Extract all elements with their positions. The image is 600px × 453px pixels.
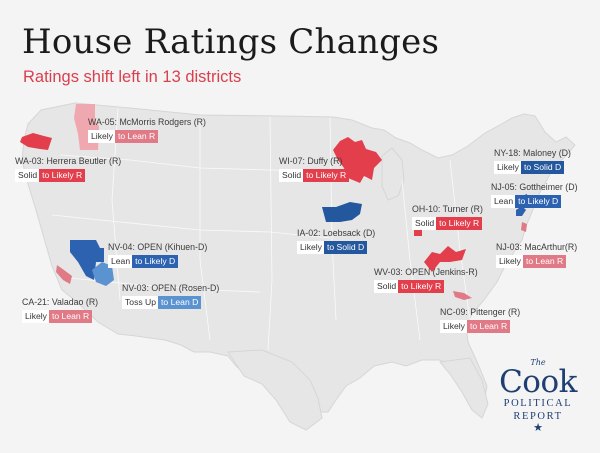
michigan-land	[381, 147, 405, 201]
texas-land	[227, 349, 323, 431]
label-wv-03: WV-03: OPEN (Jenkins-R) Solid to Likely R	[374, 266, 478, 293]
district-name: NY-18: Maloney (D)	[494, 148, 571, 158]
page-subtitle: Ratings shift left in 13 districts	[23, 68, 242, 86]
district-name: WI-07: Duffy (R)	[279, 156, 343, 166]
district-nv-04[interactable]	[70, 240, 104, 280]
rating-change-badge: to Solid D	[520, 161, 565, 174]
rating-change-badge: to Lean R	[522, 255, 567, 268]
district-name: WA-05: McMorris Rodgers (R)	[88, 117, 206, 127]
star-icon: ★	[533, 422, 543, 434]
rating-change-badge: to Likely D	[132, 255, 179, 268]
district-name: NC-09: Pittenger (R)	[440, 307, 521, 317]
logo-report: REPORT	[513, 411, 563, 422]
district-nj-03[interactable]	[521, 222, 527, 232]
district-wv-03[interactable]	[424, 246, 466, 272]
rating-from: Likely	[88, 130, 115, 143]
district-name: WV-03: OPEN (Jenkins-R)	[374, 267, 478, 277]
logo-cook: Cook	[499, 364, 577, 400]
label-nj-03: NJ-03: MacArthur(R) Likely to Lean R	[496, 241, 577, 268]
rating-from: Likely	[297, 241, 324, 254]
rating-from: Likely	[496, 255, 523, 268]
district-name: CA-21: Valadao (R)	[22, 297, 99, 307]
district-nj-05[interactable]	[516, 206, 526, 216]
label-nc-09: NC-09: Pittenger (R) Likely to Lean R	[440, 306, 520, 333]
rating-change-badge: to Lean D	[158, 296, 202, 309]
rating-from: Toss Up	[122, 296, 159, 309]
district-wi-07[interactable]	[333, 137, 382, 183]
rating-from: Solid	[279, 169, 304, 182]
rating-change-badge: to Lean R	[114, 130, 159, 143]
district-name: OH-10: Turner (R)	[412, 204, 483, 214]
label-ia-02: IA-02: Loebsack (D) Likely to Solid D	[297, 227, 375, 254]
district-wa-03[interactable]	[20, 133, 52, 150]
district-name: NJ-03: MacArthur(R)	[496, 242, 578, 252]
rating-from: Solid	[374, 280, 399, 293]
rating-change-badge: to Likely R	[39, 169, 86, 182]
rating-change-badge: to Lean R	[466, 320, 511, 333]
rating-from: Lean	[491, 195, 516, 208]
rating-change-badge: to Likely R	[303, 169, 350, 182]
rating-change-badge: to Likely D	[515, 195, 562, 208]
district-name: NV-04: OPEN (Kihuen-D)	[108, 242, 208, 252]
district-name: IA-02: Loebsack (D)	[297, 228, 376, 238]
rating-from: Lean	[108, 255, 133, 268]
rating-from: Solid	[412, 217, 437, 230]
cook-political-report-logo: The Cook POLITICAL REPORT ★	[490, 358, 586, 434]
label-wi-07: WI-07: Duffy (R) Solid to Likely R	[279, 155, 350, 182]
page-title: House Ratings Changes	[22, 22, 440, 62]
district-name: NJ-05: Gottheimer (D)	[491, 182, 578, 192]
rating-from: Solid	[15, 169, 40, 182]
label-oh-10: OH-10: Turner (R) Solid to Likely R	[412, 203, 483, 230]
label-ca-21: CA-21: Valadao (R) Likely to Lean R	[22, 296, 98, 323]
us-land	[21, 102, 576, 413]
district-ia-02[interactable]	[322, 202, 362, 222]
label-ny-18: NY-18: Maloney (D) Likely to Solid D	[494, 147, 571, 174]
rating-from: Likely	[22, 310, 49, 323]
district-nv-03[interactable]	[92, 262, 114, 286]
florida-land	[439, 357, 489, 419]
district-ca-21[interactable]	[56, 265, 72, 284]
rating-change-badge: to Likely R	[398, 280, 445, 293]
logo-the: The	[530, 358, 546, 367]
rating-from: Likely	[440, 320, 467, 333]
label-wa-05: WA-05: McMorris Rodgers (R) Likely to Lea…	[88, 116, 206, 143]
rating-change-badge: to Solid D	[323, 241, 368, 254]
rating-from: Likely	[494, 161, 521, 174]
label-nv-04: NV-04: OPEN (Kihuen-D) Lean to Likely D	[108, 241, 207, 268]
label-wa-03: WA-03: Herrera Beutler (R) Solid to Likel…	[15, 155, 121, 182]
district-nc-09[interactable]	[453, 291, 472, 300]
logo-political: POLITICAL	[503, 398, 573, 409]
rating-change-badge: to Lean R	[48, 310, 93, 323]
district-name: NV-03: OPEN (Rosen-D)	[122, 283, 220, 293]
label-nv-03: NV-03: OPEN (Rosen-D) Toss Up to Lean D	[122, 282, 219, 309]
label-nj-05: NJ-05: Gottheimer (D) Lean to Likely D	[491, 181, 578, 208]
rating-change-badge: to Likely R	[436, 217, 483, 230]
district-name: WA-03: Herrera Beutler (R)	[15, 156, 122, 166]
district-oh-10[interactable]	[414, 230, 422, 236]
